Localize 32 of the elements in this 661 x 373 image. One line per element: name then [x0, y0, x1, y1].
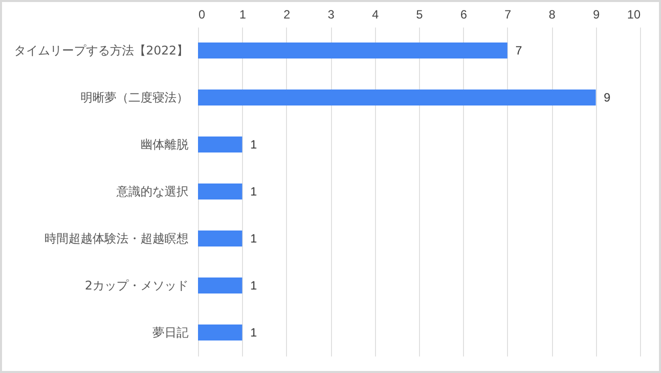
y-tick-label: 2カップ・メソッド	[84, 278, 188, 292]
bar	[198, 184, 242, 200]
data-label: 1	[250, 232, 258, 246]
y-tick-label: 幽体離脱	[140, 138, 188, 152]
x-tick-label: 1	[239, 8, 246, 22]
y-tick-label: タイムリープする方法【2022】	[14, 44, 188, 58]
x-tick-label: 2	[284, 8, 291, 22]
data-label: 1	[250, 278, 258, 292]
bar	[198, 230, 242, 246]
x-tick-label: 6	[460, 8, 468, 22]
data-label: 1	[250, 138, 258, 152]
data-label: 7	[515, 44, 522, 58]
x-tick-label: 4	[372, 8, 379, 22]
data-label: 9	[604, 90, 611, 104]
x-tick-label: 8	[548, 8, 556, 22]
bar	[198, 90, 596, 106]
x-tick-label: 9	[592, 8, 600, 22]
x-tick-label: 3	[328, 8, 335, 22]
x-tick-label: 0	[198, 8, 206, 22]
bar	[198, 278, 242, 294]
y-tick-label: 時間超越体験法・超越瞑想	[44, 232, 188, 246]
bar	[198, 136, 242, 152]
y-tick-label: 明晰夢（二度寝法）	[80, 90, 188, 104]
x-tick-label: 10	[627, 8, 641, 22]
bar	[198, 42, 508, 58]
x-tick-label: 7	[504, 8, 512, 22]
bar	[198, 324, 242, 340]
data-label: 1	[250, 184, 258, 198]
data-label: 1	[250, 326, 258, 340]
x-tick-label: 5	[416, 8, 424, 22]
y-tick-label: 夢日記	[152, 326, 188, 340]
y-tick-label: 意識的な選択	[116, 184, 188, 198]
